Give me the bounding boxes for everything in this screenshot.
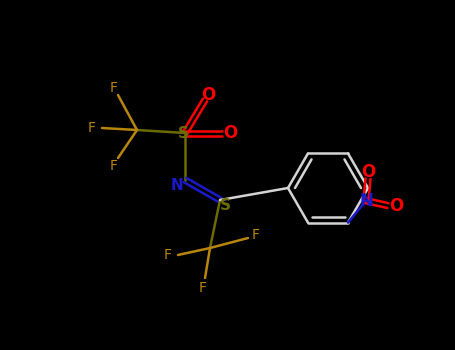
Text: S: S (177, 126, 188, 140)
Text: F: F (88, 121, 96, 135)
Text: N: N (171, 177, 183, 192)
Text: F: F (199, 281, 207, 295)
Text: F: F (110, 81, 118, 95)
Text: O: O (201, 86, 215, 104)
Text: O: O (389, 197, 403, 215)
Text: S: S (219, 197, 231, 212)
Text: N: N (359, 192, 373, 210)
Text: O: O (223, 124, 237, 142)
Text: O: O (361, 163, 375, 181)
Text: F: F (164, 248, 172, 262)
Text: F: F (110, 159, 118, 173)
Text: F: F (252, 228, 260, 242)
